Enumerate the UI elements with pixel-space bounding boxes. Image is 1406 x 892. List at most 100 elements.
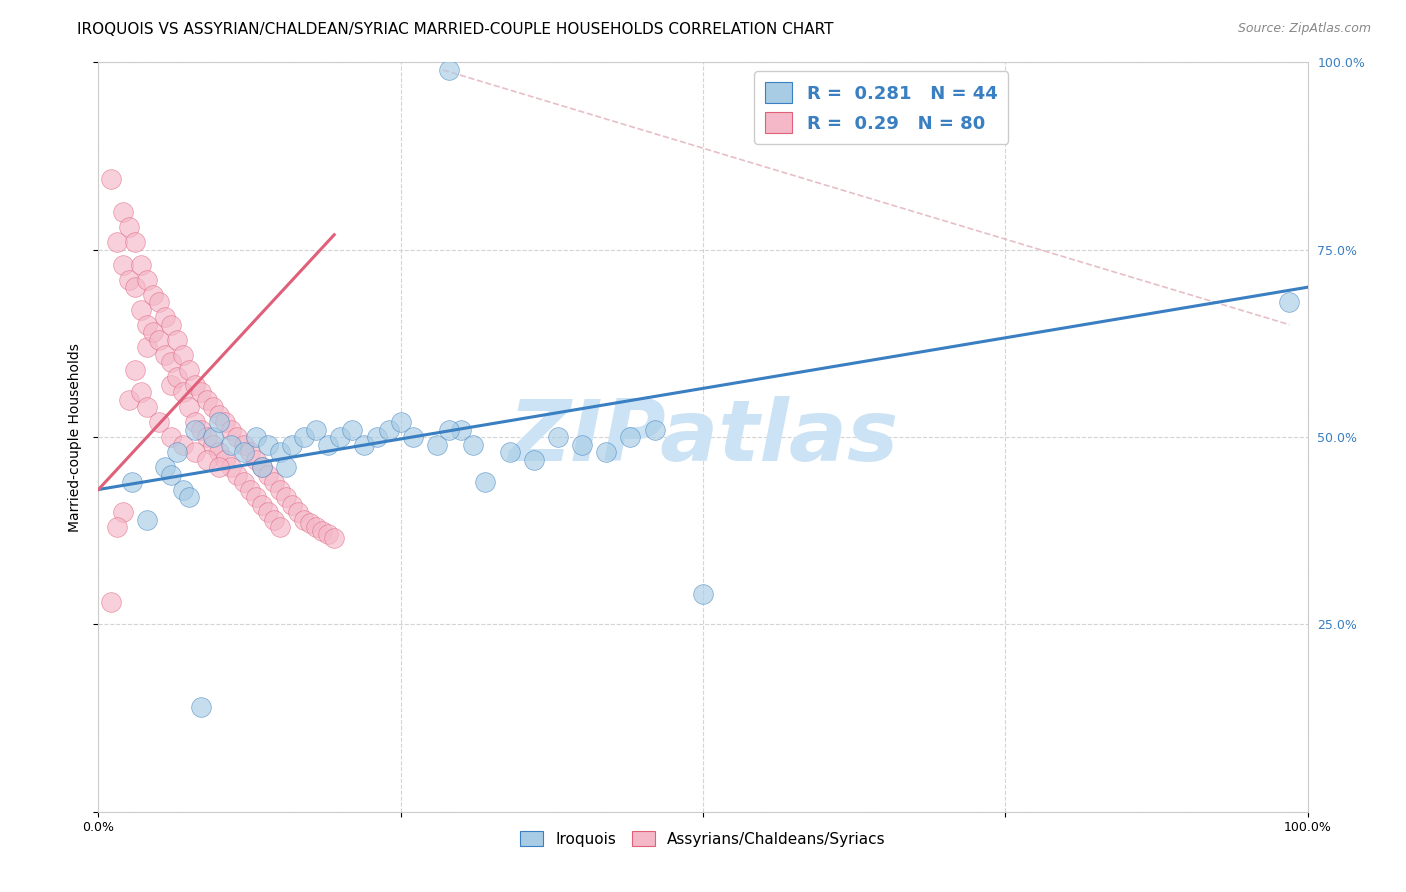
Point: [142, 287, 165, 301]
Point: [595, 445, 617, 459]
Point: [329, 430, 352, 444]
Point: [208, 460, 231, 475]
Point: [437, 62, 460, 77]
Point: [153, 460, 176, 475]
Point: [202, 437, 225, 451]
Point: [153, 348, 176, 362]
Point: [153, 310, 176, 325]
Point: [118, 392, 141, 407]
Point: [166, 333, 188, 347]
Point: [498, 445, 520, 459]
Point: [129, 302, 152, 317]
Point: [450, 423, 472, 437]
Point: [311, 524, 333, 538]
Point: [121, 475, 143, 489]
Point: [226, 467, 249, 482]
Point: [239, 483, 262, 497]
Point: [184, 377, 207, 392]
Point: [148, 333, 170, 347]
Point: [547, 430, 569, 444]
Point: [124, 235, 146, 250]
Point: [402, 430, 425, 444]
Point: [239, 445, 262, 459]
Point: [135, 273, 157, 287]
Point: [269, 483, 291, 497]
Point: [195, 430, 218, 444]
Text: ZIPatlas: ZIPatlas: [508, 395, 898, 479]
Point: [111, 205, 134, 219]
Point: [172, 385, 194, 400]
Point: [426, 437, 449, 451]
Point: [232, 437, 254, 451]
Point: [245, 430, 267, 444]
Point: [214, 452, 236, 467]
Point: [214, 415, 236, 429]
Point: [135, 340, 157, 354]
Point: [179, 362, 201, 376]
Point: [129, 258, 152, 272]
Point: [292, 430, 315, 444]
Point: [135, 512, 157, 526]
Point: [172, 483, 194, 497]
Point: [105, 520, 128, 534]
Point: [377, 423, 399, 437]
Point: [226, 430, 249, 444]
Point: [269, 445, 291, 459]
Point: [118, 220, 141, 235]
Point: [269, 520, 291, 534]
Point: [166, 370, 188, 384]
Point: [160, 377, 183, 392]
Point: [160, 355, 183, 369]
Point: [118, 273, 141, 287]
Point: [135, 400, 157, 414]
Point: [692, 587, 714, 601]
Legend: Iroquois, Assyrians/Chaldeans/Syriacs: Iroquois, Assyrians/Chaldeans/Syriacs: [515, 824, 891, 853]
Point: [135, 318, 157, 332]
Point: [299, 516, 322, 531]
Point: [221, 437, 243, 451]
Point: [179, 490, 201, 504]
Point: [221, 423, 243, 437]
Point: [111, 258, 134, 272]
Point: [208, 445, 231, 459]
Point: [111, 505, 134, 519]
Point: [221, 460, 243, 475]
Point: [202, 400, 225, 414]
Point: [292, 512, 315, 526]
Point: [184, 423, 207, 437]
Point: [474, 475, 496, 489]
Point: [179, 400, 201, 414]
Point: [619, 430, 641, 444]
Point: [281, 498, 304, 512]
Point: [100, 171, 122, 186]
Point: [287, 505, 309, 519]
Point: [437, 423, 460, 437]
Text: Source: ZipAtlas.com: Source: ZipAtlas.com: [1237, 22, 1371, 36]
Point: [305, 423, 328, 437]
Point: [256, 505, 278, 519]
Point: [316, 527, 339, 541]
Point: [232, 475, 254, 489]
Point: [190, 385, 212, 400]
Point: [256, 437, 278, 451]
Point: [263, 475, 285, 489]
Point: [281, 437, 304, 451]
Point: [523, 452, 546, 467]
Point: [142, 325, 165, 339]
Point: [274, 460, 297, 475]
Point: [644, 423, 666, 437]
Point: [124, 280, 146, 294]
Point: [274, 490, 297, 504]
Point: [305, 520, 328, 534]
Point: [190, 699, 212, 714]
Point: [316, 437, 339, 451]
Point: [195, 452, 218, 467]
Point: [208, 415, 231, 429]
Point: [208, 408, 231, 422]
Text: IROQUOIS VS ASSYRIAN/CHALDEAN/SYRIAC MARRIED-COUPLE HOUSEHOLDS CORRELATION CHART: IROQUOIS VS ASSYRIAN/CHALDEAN/SYRIAC MAR…: [77, 22, 834, 37]
Point: [245, 490, 267, 504]
Point: [160, 467, 183, 482]
Point: [166, 445, 188, 459]
Point: [342, 423, 364, 437]
Point: [245, 452, 267, 467]
